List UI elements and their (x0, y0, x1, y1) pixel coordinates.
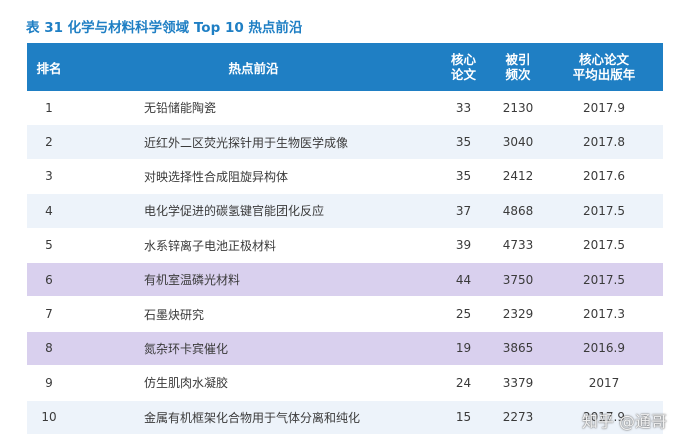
cell-core-papers: 25 (455, 307, 472, 322)
cell-citations: 2329 (502, 307, 534, 322)
cell-rank: 7 (45, 307, 53, 322)
cell-rank: 6 (45, 272, 53, 287)
cell-core-papers: 35 (455, 135, 472, 150)
cell-topic: 仿生肌肉水凝胶 (144, 376, 229, 391)
header-citations-line1: 被引 (505, 52, 531, 67)
cell-core-papers: 37 (455, 203, 472, 218)
table-row: 1 无铅储能陶瓷 33 2130 2017.9 (27, 91, 663, 126)
header-mean-year: 核心论文 平均出版年 (545, 52, 663, 82)
header-citations-line2: 频次 (505, 67, 531, 82)
cell-topic: 无铅储能陶瓷 (144, 101, 217, 116)
table-row: 6 有机室温磷光材料 44 3750 2017.5 (27, 262, 663, 298)
header-topic: 热点前沿 (228, 60, 279, 76)
cell-core-papers: 24 (455, 375, 472, 390)
cell-rank: 4 (45, 203, 53, 218)
table-row: 7 石墨炔研究 25 2329 2017.3 (27, 297, 663, 332)
header-mean-year-line1: 核心论文 (578, 52, 629, 67)
table-row: 5 水系锌离子电池正极材料 39 4733 2017.5 (27, 228, 663, 263)
header-core-papers-line1: 核心 (450, 52, 476, 67)
cell-mean-year: 2016.9 (583, 341, 625, 356)
cell-mean-year: 2017.5 (583, 238, 625, 253)
cell-mean-year: 2017.5 (583, 272, 625, 287)
header-rank: 排名 (36, 60, 62, 76)
cell-citations: 4733 (502, 238, 534, 253)
cell-topic: 有机室温磷光材料 (144, 273, 241, 288)
cell-citations: 2273 (502, 410, 534, 425)
cell-mean-year: 2017.6 (583, 169, 625, 184)
table-row: 2 近红外二区荧光探针用于生物医学成像 35 3040 2017.8 (27, 125, 663, 160)
cell-core-papers: 35 (455, 169, 472, 184)
cell-rank: 2 (45, 135, 53, 150)
table-row: 10 金属有机框架化合物用于气体分离和纯化 15 2273 2017.9 (27, 400, 663, 435)
cell-topic: 水系锌离子电池正极材料 (144, 238, 277, 253)
cell-citations: 2412 (502, 169, 534, 184)
cell-rank: 5 (45, 238, 53, 253)
cell-core-papers: 19 (455, 341, 472, 356)
table-row: 3 对映选择性合成阻旋异构体 35 2412 2017.6 (27, 159, 663, 195)
cell-rank: 9 (45, 375, 53, 390)
cell-core-papers: 33 (455, 100, 472, 115)
cell-topic: 电化学促进的碳氢键官能团化反应 (144, 204, 325, 219)
cell-citations: 3865 (502, 341, 534, 356)
cell-rank: 8 (45, 341, 53, 356)
cell-core-papers: 44 (455, 272, 472, 287)
cell-rank: 3 (45, 169, 53, 184)
header-mean-year-line2: 平均出版年 (572, 67, 636, 82)
cell-citations: 3040 (502, 135, 534, 150)
cell-citations: 2130 (502, 100, 534, 115)
table-row: 8 氮杂环卡宾催化 19 3865 2016.9 (27, 331, 663, 367)
cell-mean-year: 2017.9 (583, 410, 625, 425)
header-core-papers: 核心 论文 (436, 52, 491, 82)
cell-citations: 3750 (502, 272, 534, 287)
cell-topic: 对映选择性合成阻旋异构体 (144, 169, 289, 184)
cell-mean-year: 2017.5 (583, 203, 625, 218)
hotspot-table: 排名 热点前沿 核心 论文 被引 频次 核心论文 平均出版年 1 无铅储能陶瓷 … (27, 43, 663, 435)
table-caption: 表 31 化学与材料科学领域 Top 10 热点前沿 (26, 20, 303, 36)
cell-mean-year: 2017 (588, 375, 620, 390)
cell-topic: 氮杂环卡宾催化 (144, 341, 229, 356)
cell-citations: 3379 (502, 375, 534, 390)
table-header: 排名 热点前沿 核心 论文 被引 频次 核心论文 平均出版年 (27, 43, 663, 91)
cell-rank: 1 (45, 100, 53, 115)
watermark-text: 知乎 @通哥 (581, 412, 667, 431)
cell-mean-year: 2017.8 (583, 135, 625, 150)
cell-core-papers: 15 (455, 410, 472, 425)
table-row: 4 电化学促进的碳氢键官能团化反应 37 4868 2017.5 (27, 194, 663, 229)
cell-mean-year: 2017.9 (583, 100, 625, 115)
cell-topic: 近红外二区荧光探针用于生物医学成像 (144, 135, 349, 150)
cell-topic: 金属有机框架化合物用于气体分离和纯化 (144, 410, 361, 425)
cell-core-papers: 39 (455, 238, 472, 253)
watermark: 知乎 @通哥 (582, 408, 667, 432)
cell-mean-year: 2017.3 (583, 307, 625, 322)
cell-citations: 4868 (502, 203, 534, 218)
cell-rank: 10 (41, 410, 57, 425)
header-core-papers-line2: 论文 (450, 67, 476, 82)
header-citations: 被引 频次 (491, 52, 545, 82)
table-row: 9 仿生肌肉水凝胶 24 3379 2017 (27, 366, 663, 401)
cell-topic: 石墨炔研究 (144, 307, 205, 322)
